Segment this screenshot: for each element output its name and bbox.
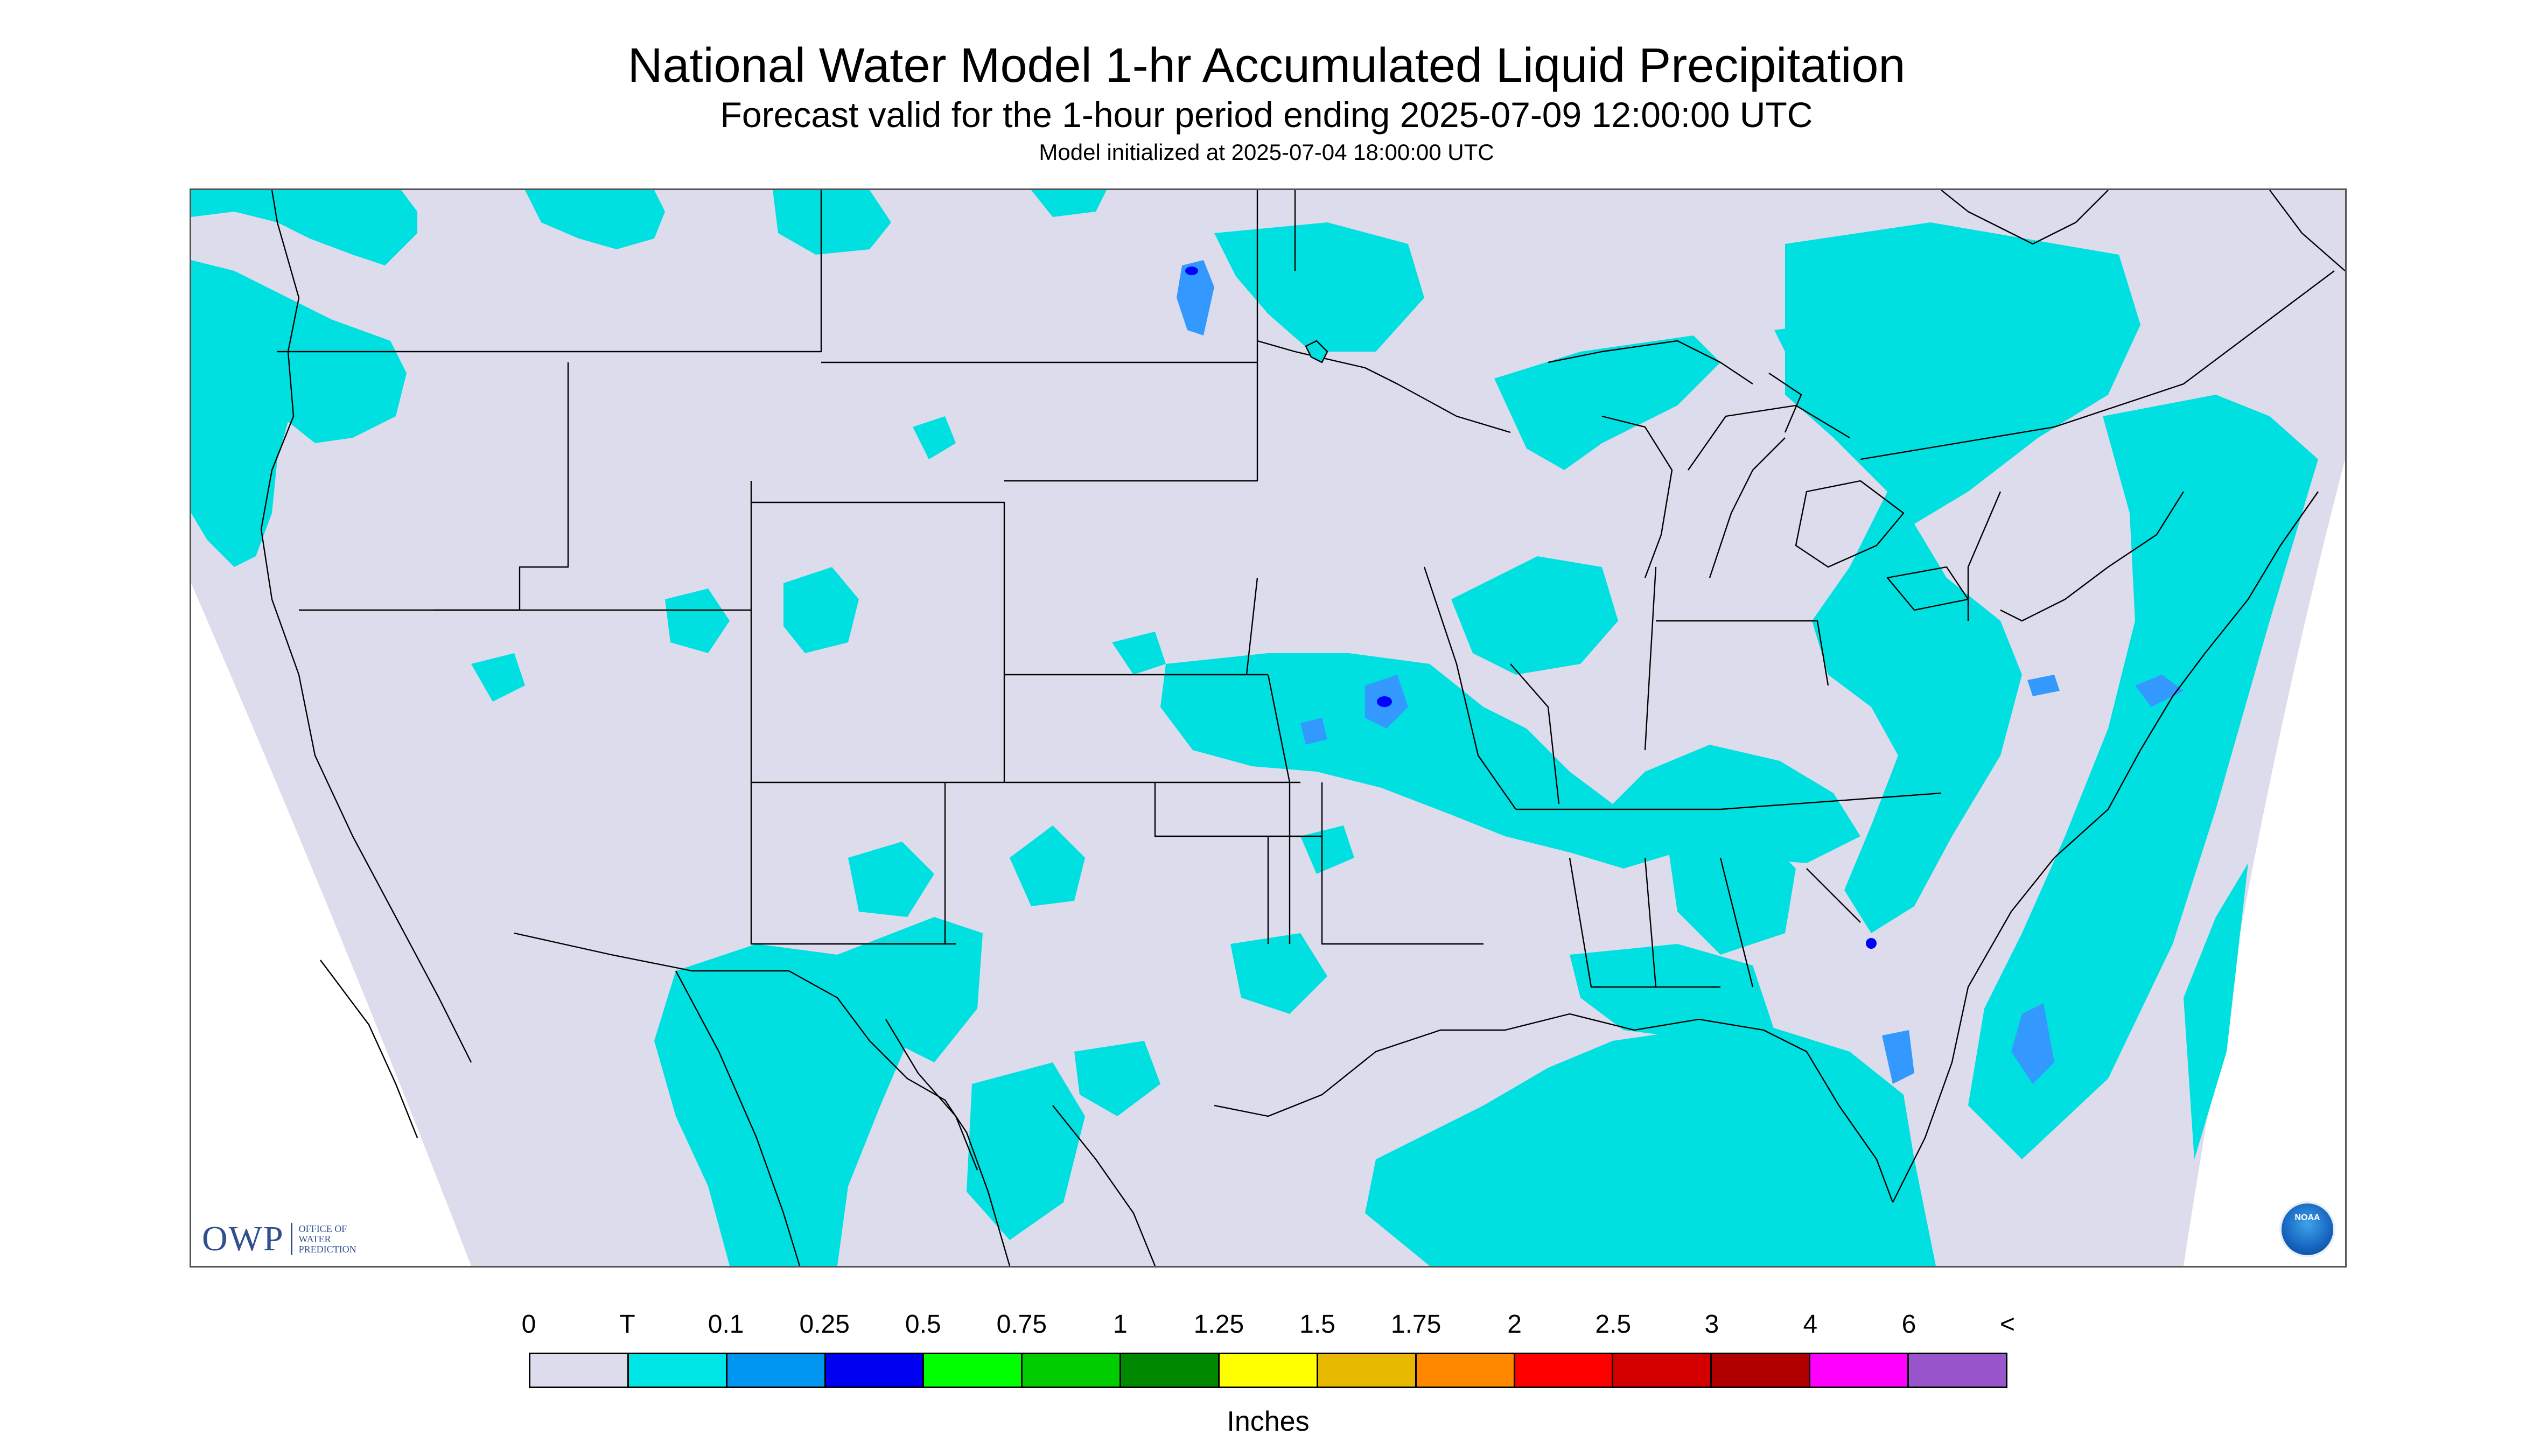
political-boundaries <box>260 190 2345 1266</box>
legend-tick-label: 3 <box>1704 1310 1719 1339</box>
legend-swatch <box>924 1354 1023 1387</box>
heavy-precip-areas <box>1185 267 1877 949</box>
owp-logo-divider <box>290 1223 292 1255</box>
legend-colorbar <box>529 1353 2007 1388</box>
owp-logo-line: WATER <box>298 1233 331 1244</box>
legend-swatch <box>1613 1354 1712 1387</box>
legend-swatch <box>1810 1354 1909 1387</box>
legend-tick-label: 1.75 <box>1390 1310 1442 1339</box>
legend-tick-label: 2.5 <box>1595 1310 1632 1339</box>
legend-tick-label: 2 <box>1507 1310 1522 1339</box>
legend-swatch <box>727 1354 826 1387</box>
map-title: National Water Model 1-hr Accumulated Li… <box>627 39 1906 93</box>
legend-units: Inches <box>1227 1406 1310 1437</box>
legend-tick-label: 0.5 <box>905 1310 941 1339</box>
legend-tick-label: 0.25 <box>799 1310 850 1339</box>
legend-tick-label: 0.75 <box>996 1310 1047 1339</box>
legend-tick-label: 1.5 <box>1299 1310 1335 1339</box>
legend-swatch <box>1515 1354 1614 1387</box>
map-canvas <box>191 190 2345 1266</box>
legend-labels: 0 T 0.1 0.25 0.5 0.75 1 1.25 1.5 1.75 2 2.5 3 4 6 < <box>522 1308 2015 1346</box>
legend-tick-label: 0.1 <box>708 1310 744 1339</box>
legend-swatch <box>825 1354 925 1387</box>
precipitation-map: OWP OFFICE OF WATER PREDICTION NOAA <box>190 188 2347 1268</box>
map-subtitle: Forecast valid for the 1-hour period end… <box>720 95 1813 135</box>
legend-tick-label: < <box>1999 1310 2016 1339</box>
legend-swatch <box>1712 1354 1811 1387</box>
legend-tick-label: T <box>619 1310 635 1339</box>
legend-tick-label: 0 <box>521 1310 536 1339</box>
legend-swatch <box>1220 1354 1318 1387</box>
legend-tick-label: 1 <box>1113 1310 1128 1339</box>
owp-logo-line: OFFICE OF <box>298 1223 347 1234</box>
owp-logo: OWP OFFICE OF WATER PREDICTION <box>202 1219 356 1259</box>
owp-logo-mark: OWP <box>202 1219 284 1258</box>
lake-outlines <box>1305 340 1328 363</box>
legend-swatch <box>628 1354 727 1387</box>
legend-swatch <box>530 1354 629 1387</box>
noaa-logo-text: NOAA <box>2294 1213 2320 1222</box>
owp-logo-line: PREDICTION <box>298 1243 356 1255</box>
legend-swatch <box>1318 1354 1417 1387</box>
owp-logo-text: OFFICE OF WATER PREDICTION <box>298 1223 356 1255</box>
legend-tick-label: 1.25 <box>1193 1310 1244 1339</box>
noaa-logo: NOAA <box>2279 1201 2335 1257</box>
legend-swatch <box>1416 1354 1515 1387</box>
light-precip-areas <box>191 190 2318 1266</box>
legend-tick-label: 6 <box>1901 1310 1916 1339</box>
legend-tick-label: 4 <box>1803 1310 1818 1339</box>
model-init-time: Model initialized at 2025-07-04 18:00:00… <box>1039 139 1494 165</box>
legend-swatch <box>1023 1354 1122 1387</box>
legend-swatch <box>1909 1354 2006 1387</box>
legend-swatch <box>1121 1354 1220 1387</box>
